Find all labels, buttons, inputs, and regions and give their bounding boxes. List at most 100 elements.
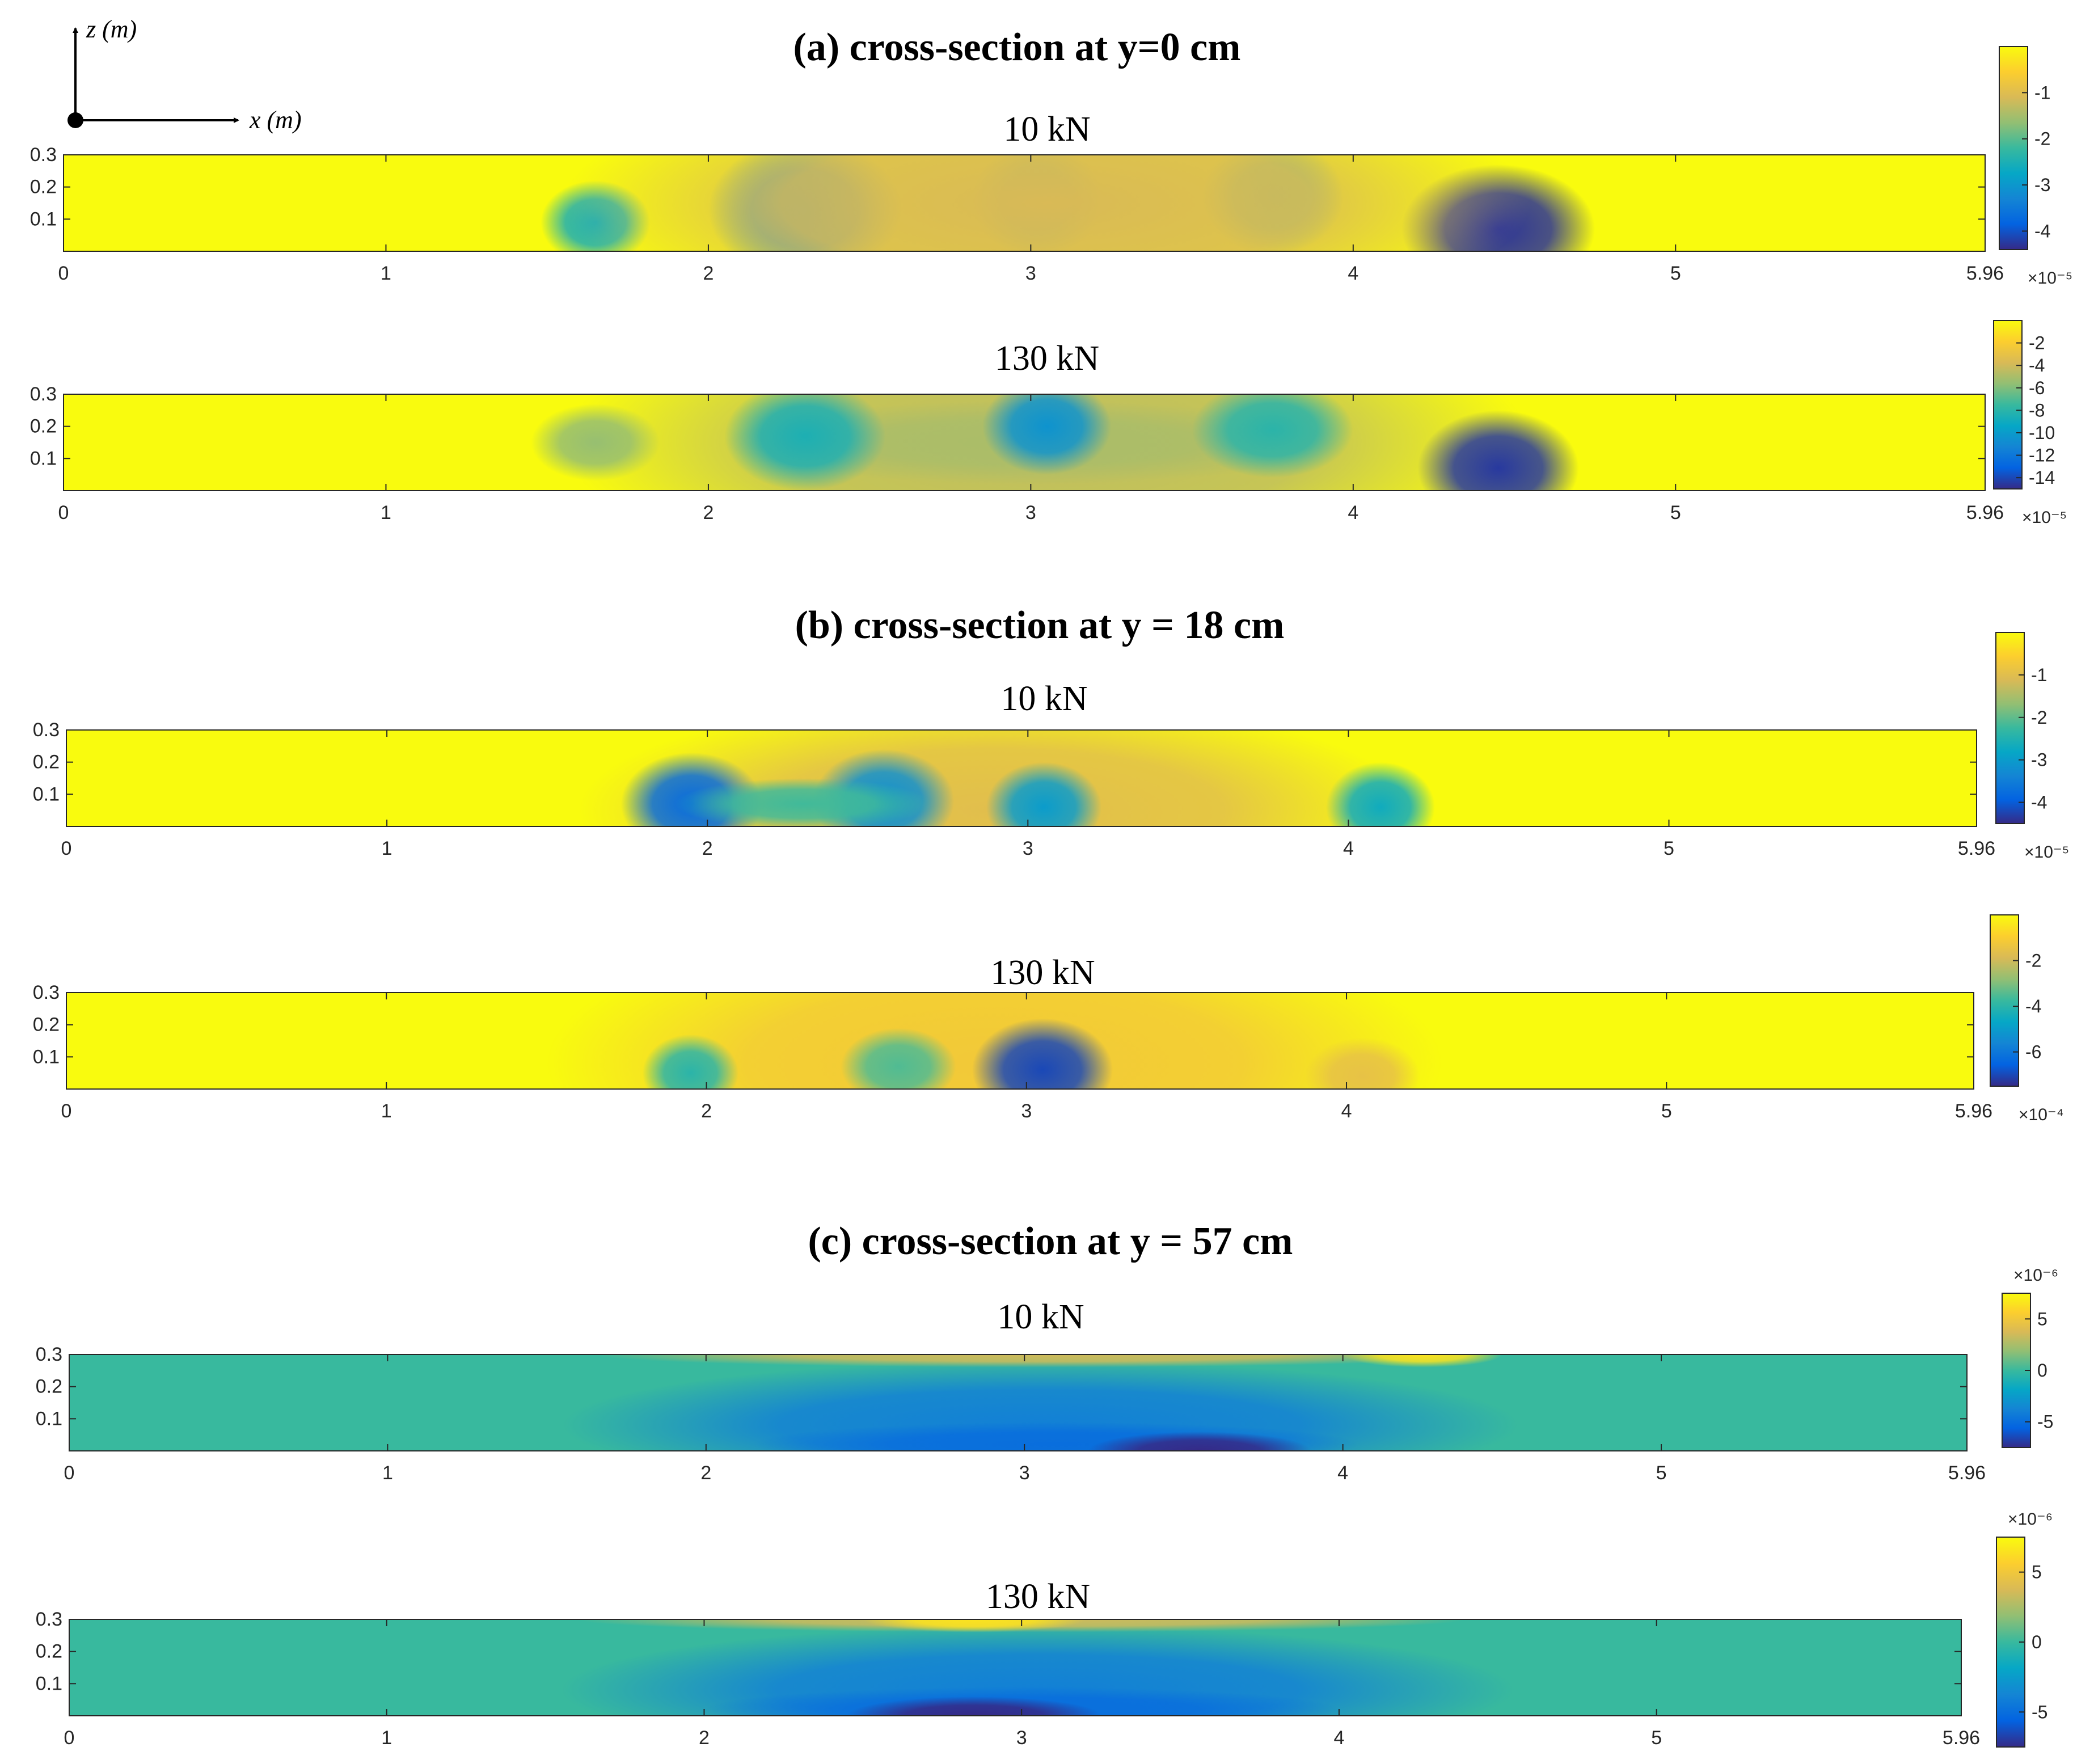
y-tick-label: 0.1 (33, 1046, 60, 1067)
x-tick-label: 2 (699, 1727, 710, 1749)
colorbar-tick-label: -12 (2029, 445, 2055, 466)
plot-frame (63, 394, 1986, 491)
colorbar-tick-label: -6 (2025, 1042, 2041, 1062)
colorbar-tick-label: -4 (2031, 792, 2047, 813)
x-tick-label: 3 (1021, 1100, 1032, 1122)
contour-blob (675, 778, 932, 826)
contour-blob (563, 155, 1531, 251)
section-a-title: (a) cross-section at y=0 cm (793, 26, 1241, 69)
contour-blob (841, 1028, 956, 1089)
coordinate-indicator: z (m) x (m) (67, 15, 302, 134)
x-tick-label: 5 (1661, 1100, 1672, 1122)
section-b-title: (b) cross-section at y = 18 cm (795, 604, 1285, 647)
colorbar (1999, 46, 2028, 250)
x-tick-label: 5 (1670, 502, 1681, 524)
heatmap-panel: 0 1 2 3 4 5 5.96 0.1 0.2 0.3 130 kN -2-4 -6-8 -10-12-… (30, 320, 2067, 527)
heatmap-field (541, 155, 1595, 251)
panel-title: 130 kN (995, 339, 1099, 378)
contour-blob (986, 762, 1102, 826)
colorbar-tick-label: -4 (2029, 355, 2045, 375)
y-tick-label: 0.3 (33, 982, 60, 1003)
x-tick-label: 4 (1341, 1100, 1352, 1122)
x-tick-label: 1 (381, 1727, 392, 1749)
x-tick-label: 0 (61, 1100, 72, 1122)
x-tick-label: 1 (382, 838, 392, 859)
colorbar-tick-label: -14 (2029, 467, 2055, 488)
x-tick-label: 2 (703, 263, 714, 284)
panel-title: 130 kN (986, 1577, 1090, 1616)
colorbar-tick-label: 0 (2037, 1360, 2047, 1381)
contour-blob (724, 394, 886, 491)
x-tick-label: 3 (1019, 1462, 1030, 1484)
y-tick-label: 0.3 (36, 1344, 62, 1365)
x-tick-label: 4 (1337, 1462, 1348, 1484)
panel-title: 10 kN (1003, 110, 1090, 149)
contour-blob (531, 404, 660, 481)
contour-blob (1342, 1354, 1502, 1368)
y-tick-label: 0.3 (30, 144, 57, 166)
z-axis-label: z (m) (86, 15, 137, 43)
x-tick-label: 4 (1348, 502, 1358, 524)
colorbar (1995, 632, 2025, 824)
colorbar-exponent: ×10⁻⁶ (2013, 1266, 2058, 1285)
heatmap-panel: 0 1 2 3 4 5 5.96 0.1 0.2 0.3 130 kN -2 -4 -6 ×10⁻⁴ (33, 914, 2064, 1124)
heatmap-field (531, 394, 1579, 491)
plot-frame (66, 992, 1974, 1090)
y-tick-label: 0.1 (30, 448, 57, 469)
x-tick-label: 0 (58, 502, 69, 524)
panel-title: 10 kN (997, 1298, 1084, 1336)
heatmap-panel: 0 1 2 3 4 5 5.96 0.1 0.2 0.3 130 kN 5 0 -5 ×10⁻⁶ (36, 1510, 2053, 1749)
contour-blob (1192, 394, 1353, 478)
colorbar-tick-label: -1 (2031, 665, 2047, 685)
heatmap-panel: 0 1 2 3 4 5 5.96 0.1 0.2 0.3 10 kN 5 0 -5 ×10⁻⁶ (36, 1266, 2058, 1484)
panel-title: 10 kN (1000, 680, 1087, 718)
panel-title: 130 kN (990, 953, 1095, 992)
contour-blob (982, 394, 1112, 475)
x-tick-label: 5.96 (1958, 838, 1995, 859)
y-tick-label: 0.3 (30, 383, 57, 405)
contour-blob (1325, 762, 1435, 826)
y-tick-label: 0.3 (36, 1609, 62, 1630)
contour-blob (972, 1018, 1113, 1089)
y-tick-label: 0.1 (33, 783, 60, 805)
x-tick-label: 3 (1016, 1727, 1027, 1749)
colorbar-tick-label: -3 (2034, 175, 2050, 195)
x-tick-label: 2 (702, 838, 713, 859)
y-tick-label: 0.2 (36, 1376, 62, 1398)
colorbar-exponent: ×10⁻⁵ (2022, 508, 2067, 527)
colorbar-tick-label: 5 (2032, 1562, 2042, 1582)
colorbar-tick-label: -5 (2037, 1412, 2053, 1432)
colorbar-tick-label: -1 (2034, 82, 2050, 103)
plot-frame (63, 154, 1986, 252)
colorbar-tick-label: 5 (2037, 1309, 2047, 1329)
colorbar-tick-label: -2 (2025, 951, 2041, 971)
colorbar-tick-label: -4 (2025, 996, 2041, 1016)
origin-dot (67, 112, 83, 128)
heatmap-field (546, 993, 1443, 1089)
x-tick-label: 1 (382, 1462, 393, 1484)
colorbar (1990, 914, 2019, 1087)
x-tick-label: 3 (1023, 838, 1033, 859)
x-tick-label: 4 (1343, 838, 1354, 859)
contour-blob (863, 1619, 1086, 1632)
y-tick-label: 0.1 (36, 1408, 62, 1429)
contour-blob (847, 1697, 1101, 1716)
y-tick-label: 0.2 (33, 752, 60, 773)
x-tick-label: 1 (381, 1100, 392, 1122)
x-tick-label: 0 (58, 263, 69, 284)
contour-blob (1417, 410, 1579, 491)
contour-blob (1304, 1037, 1420, 1089)
colorbar-exponent: ×10⁻⁴ (2019, 1105, 2064, 1124)
x-tick-label: 5 (1651, 1727, 1662, 1749)
x-tick-label: 2 (701, 1100, 712, 1122)
x-tick-label: 5.96 (1948, 1462, 1986, 1484)
colorbar-exponent: ×10⁻⁵ (2028, 269, 2072, 288)
colorbar-tick-label: 0 (2032, 1632, 2042, 1652)
y-tick-label: 0.1 (36, 1673, 62, 1694)
x-tick-label: 3 (1025, 502, 1036, 524)
colorbar-tick-label: -6 (2029, 378, 2045, 398)
x-tick-label: 5 (1664, 838, 1674, 859)
y-tick-label: 0.1 (30, 208, 57, 230)
x-tick-label: 0 (61, 838, 72, 859)
